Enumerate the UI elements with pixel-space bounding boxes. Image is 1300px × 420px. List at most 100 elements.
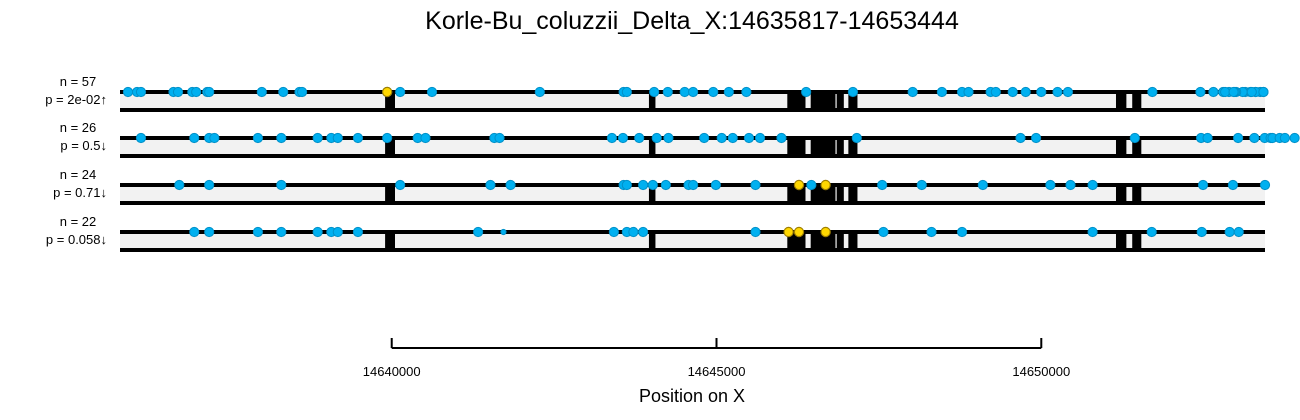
track-n-label: n = 22 xyxy=(60,214,97,229)
exon-block xyxy=(648,232,656,250)
exon-block xyxy=(824,185,836,203)
variant-point xyxy=(209,132,220,144)
variant-point xyxy=(352,226,364,238)
variant-point xyxy=(1015,132,1026,144)
variant-point xyxy=(382,132,393,144)
variant-point xyxy=(754,132,766,144)
variant-point xyxy=(688,179,699,191)
variant-point xyxy=(963,86,974,98)
exon-block xyxy=(1115,232,1127,250)
variant-point xyxy=(1147,86,1158,98)
track-p-label: p = 0.058↓ xyxy=(46,232,107,247)
variant-point xyxy=(750,179,761,191)
exon-block xyxy=(1115,185,1127,203)
variant-point xyxy=(1065,179,1076,191)
variant-point xyxy=(1289,132,1300,144)
variant-point xyxy=(485,179,496,191)
variant-point xyxy=(204,226,215,238)
variant-point xyxy=(977,179,988,191)
variant-point xyxy=(634,132,645,144)
variant-point xyxy=(926,226,937,238)
variant-point xyxy=(1195,86,1206,98)
variant-point xyxy=(1249,132,1260,144)
variant-point xyxy=(649,86,660,98)
variant-point xyxy=(473,226,484,238)
track-n-label: n = 57 xyxy=(60,74,97,89)
variant-point xyxy=(801,86,812,98)
variant-point xyxy=(1045,179,1056,191)
variant-point xyxy=(122,86,134,98)
exon-block xyxy=(648,138,656,156)
variant-point xyxy=(1197,179,1209,191)
variant-point xyxy=(679,86,690,98)
track-band xyxy=(120,232,1265,250)
variant-point xyxy=(296,86,308,98)
track-n-label: n = 26 xyxy=(60,120,97,135)
variant-point xyxy=(1020,86,1031,98)
variant-point xyxy=(1052,86,1063,98)
variant-point xyxy=(534,86,545,98)
variant-point xyxy=(1196,226,1207,238)
variant-point xyxy=(907,86,918,98)
variant-point xyxy=(1062,86,1074,98)
exon-block xyxy=(385,232,395,250)
variant-point xyxy=(420,132,431,144)
track-band xyxy=(120,185,1265,203)
exon-block xyxy=(836,138,844,156)
variant-point xyxy=(877,179,888,191)
variant-point xyxy=(727,132,738,144)
variant-point xyxy=(1030,132,1042,144)
variant-point xyxy=(189,226,200,238)
variant-point xyxy=(608,226,619,238)
track-3: n = 24 p = 0.71↓ xyxy=(53,167,1271,205)
exon-block xyxy=(648,185,656,203)
exon-block xyxy=(385,92,395,110)
variant-point xyxy=(395,179,406,191)
exon-block xyxy=(824,138,836,156)
variant-point xyxy=(135,86,147,98)
exon-block xyxy=(848,138,858,156)
highlight-point xyxy=(793,226,805,238)
variant-point xyxy=(276,179,287,191)
variant-point xyxy=(352,132,364,144)
variant-point xyxy=(916,179,927,191)
variant-point xyxy=(1036,86,1047,98)
variant-point xyxy=(252,132,264,144)
exon-block xyxy=(787,92,806,110)
variant-point xyxy=(621,179,632,191)
x-tick-label: 14645000 xyxy=(688,364,746,379)
variant-point xyxy=(638,179,649,191)
exon-block xyxy=(824,92,836,110)
variant-point xyxy=(956,226,968,238)
x-axis-label: Position on X xyxy=(639,386,745,406)
variant-point xyxy=(1279,132,1290,144)
x-tick-label: 14650000 xyxy=(1012,364,1070,379)
variant-point xyxy=(252,226,264,238)
variant-point xyxy=(189,132,200,144)
variant-point xyxy=(708,86,719,98)
variant-point xyxy=(647,179,658,191)
variant-point xyxy=(312,132,323,144)
variant-point xyxy=(699,132,710,144)
variant-point xyxy=(1202,132,1213,144)
variant-point xyxy=(191,86,202,98)
tracks-layer: n = 57 p = 2e-02↑ n = 26 p = 0.5↓ n = 24 p = … xyxy=(45,74,1300,252)
exon-block xyxy=(1115,92,1127,110)
variant-point xyxy=(628,226,639,238)
exon-block xyxy=(385,138,395,156)
track-n-label: n = 24 xyxy=(60,167,97,182)
variant-point xyxy=(743,132,755,144)
variant-point xyxy=(851,132,862,144)
track-p-label: p = 2e-02↑ xyxy=(45,92,107,107)
variant-point xyxy=(1228,86,1239,98)
variant-point xyxy=(505,179,516,191)
variant-point xyxy=(688,86,699,98)
exon-block xyxy=(848,185,858,203)
exon-block xyxy=(1132,185,1142,203)
exon-block xyxy=(836,232,844,250)
variant-point xyxy=(716,132,727,144)
exon-block xyxy=(1115,138,1127,156)
variant-point xyxy=(936,86,948,98)
variant-point xyxy=(1227,179,1239,191)
x-tick-label: 14640000 xyxy=(363,364,421,379)
